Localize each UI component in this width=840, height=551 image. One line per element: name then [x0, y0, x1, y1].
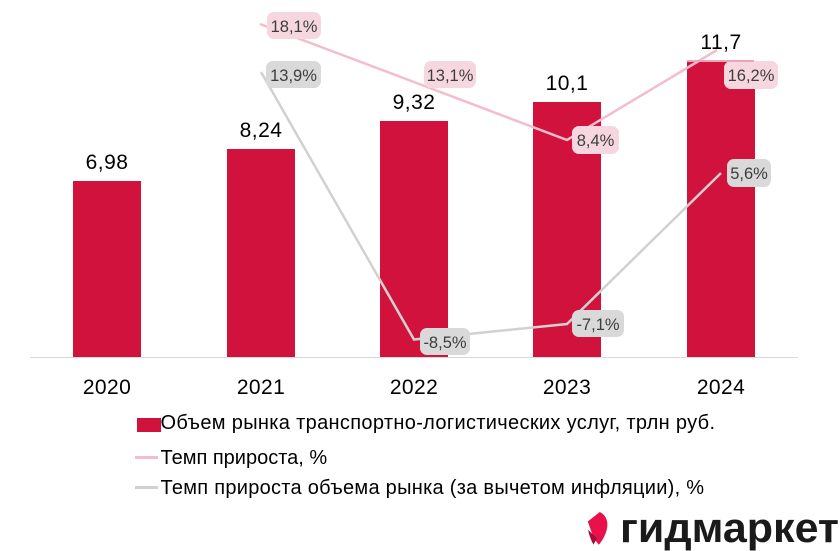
svg-text:гидмаркет: гидмаркет [620, 511, 839, 551]
